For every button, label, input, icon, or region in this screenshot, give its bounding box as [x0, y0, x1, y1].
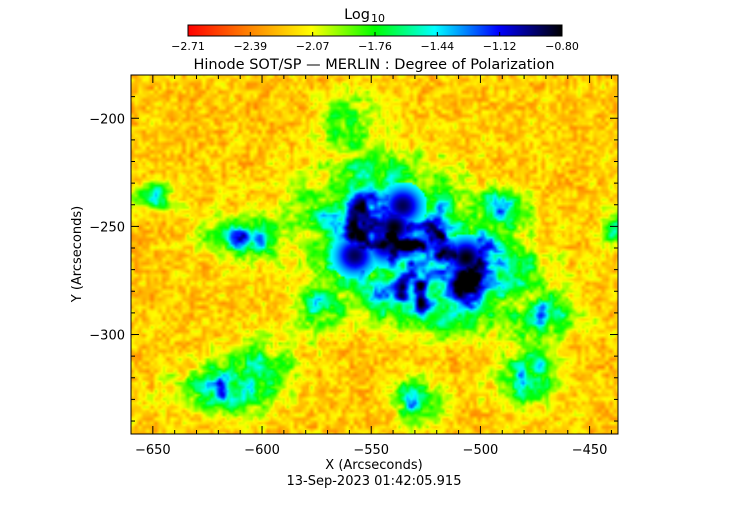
colorbar-title: Log: [344, 7, 370, 23]
chart-title: Hinode SOT/SP — MERLIN : Degree of Polar…: [193, 57, 554, 73]
x-tick-label: −500: [463, 443, 499, 458]
colorbar-tick-label: −2.07: [296, 40, 330, 53]
heatmap-image: [131, 75, 618, 434]
y-axis-label: Y (Arcseconds): [70, 206, 85, 303]
colorbar-tick-label: −1.76: [358, 40, 392, 53]
timestamp: 13-Sep-2023 01:42:05.915: [287, 474, 462, 489]
colorbar-title-subscript: 10: [371, 12, 385, 25]
colorbar-tick-label: −2.39: [233, 40, 267, 53]
colorbar-tick-label: −2.71: [171, 40, 205, 53]
y-tick-label: −200: [89, 112, 125, 127]
x-tick-label: −450: [572, 443, 608, 458]
axes: −650 −600 −550 −500 −450 −200 −250 −300: [89, 74, 618, 458]
x-axis-label: X (Arcseconds): [325, 458, 422, 473]
colorbar-tick-label: −0.80: [545, 40, 579, 53]
x-tick-label: −650: [135, 443, 171, 458]
x-tick-label: −550: [353, 443, 389, 458]
plot-frame: [130, 74, 619, 435]
y-tick-label: −250: [89, 220, 125, 235]
y-tick-label: −300: [89, 329, 125, 344]
x-tick-label: −600: [244, 443, 280, 458]
colorbar-ticks: −2.71 −2.39 −2.07 −1.76 −1.44 −1.12 −0.80: [171, 32, 579, 53]
colorbar-tick-label: −1.12: [483, 40, 517, 53]
colorbar-tick-label: −1.44: [420, 40, 454, 53]
